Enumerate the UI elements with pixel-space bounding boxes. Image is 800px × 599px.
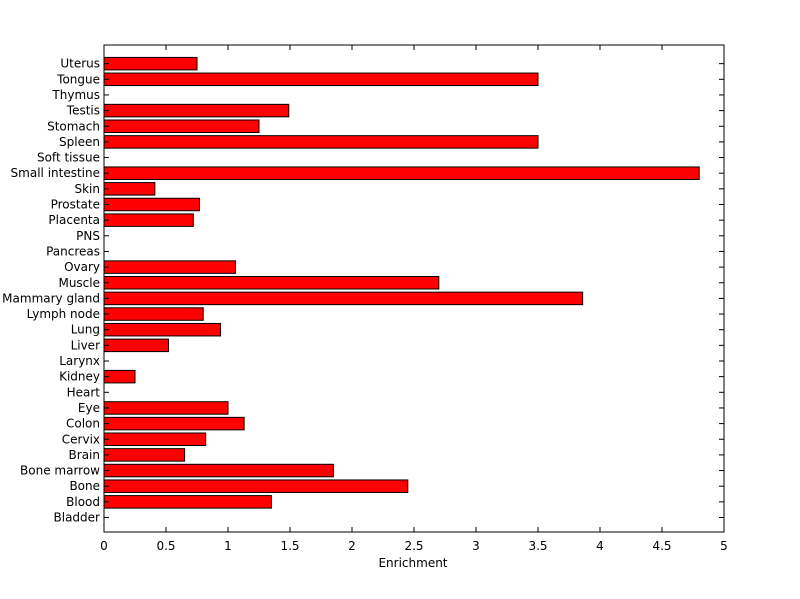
- x-tick-label: 1.5: [280, 539, 299, 553]
- bar-bone-marrow: [103, 463, 334, 478]
- x-tick-label: 4.5: [652, 539, 671, 553]
- bar-spleen: [103, 135, 539, 149]
- category-label-heart: Heart: [67, 385, 101, 399]
- category-label-muscle: Muscle: [58, 276, 100, 290]
- category-label-soft-tissue: Soft tissue: [37, 151, 100, 165]
- category-label-tongue: Tongue: [56, 72, 100, 86]
- x-tick-label: 1: [224, 539, 232, 553]
- category-label-testis: Testis: [66, 104, 100, 118]
- bar-stomach: [103, 119, 260, 133]
- category-label-liver: Liver: [71, 338, 101, 352]
- category-label-uterus: Uterus: [60, 57, 100, 71]
- ticks-group: [103, 45, 725, 532]
- category-label-mammary-gland: Mammary gland: [2, 291, 100, 305]
- category-label-kidney: Kidney: [59, 370, 100, 384]
- bar-colon: [103, 416, 245, 431]
- category-label-small-intestine: Small intestine: [11, 166, 100, 180]
- bar-testis: [103, 103, 290, 118]
- x-tick-label: 4: [596, 539, 604, 553]
- category-label-bladder: Bladder: [54, 511, 101, 525]
- bar-blood: [103, 495, 272, 509]
- category-label-bone-marrow: Bone marrow: [20, 464, 100, 478]
- category-label-thymus: Thymus: [51, 88, 100, 102]
- category-label-lung: Lung: [71, 323, 100, 337]
- category-label-eye: Eye: [78, 401, 100, 415]
- x-tick-label: 0.5: [156, 539, 175, 553]
- bar-muscle: [103, 276, 440, 290]
- x-tick-label: 0: [100, 539, 108, 553]
- category-label-spleen: Spleen: [59, 135, 100, 149]
- category-label-larynx: Larynx: [59, 354, 100, 368]
- x-tick-label: 2.5: [404, 539, 423, 553]
- bar-placenta: [103, 213, 194, 227]
- category-label-pancreas: Pancreas: [46, 244, 100, 258]
- category-label-placenta: Placenta: [48, 213, 100, 227]
- bar-tongue: [103, 72, 539, 87]
- x-tick-label: 5: [720, 539, 728, 553]
- category-label-stomach: Stomach: [47, 119, 100, 133]
- bar-lung: [103, 322, 222, 337]
- bar-mammary-gland: [103, 291, 584, 306]
- x-tick-label: 3.5: [528, 539, 547, 553]
- category-label-lymph-node: Lymph node: [27, 307, 100, 321]
- category-label-pns: PNS: [76, 229, 100, 243]
- bar-cervix: [103, 432, 207, 446]
- bar-uterus: [103, 56, 198, 71]
- category-label-blood: Blood: [66, 495, 100, 509]
- category-label-colon: Colon: [66, 417, 100, 431]
- x-tick-labels-group: 0 0.5 1 1.5 2 2.5 3 3.5 4 4.5 5: [100, 539, 728, 553]
- category-label-cervix: Cervix: [62, 432, 100, 446]
- category-label-ovary: Ovary: [64, 260, 100, 274]
- bar-bone: [103, 479, 409, 493]
- x-tick-label: 2: [348, 539, 356, 553]
- bar-lymph-node: [103, 307, 204, 321]
- category-label-bone: Bone: [69, 479, 100, 493]
- x-tick-label: 3: [472, 539, 480, 553]
- plot-frame: [103, 44, 725, 533]
- category-label-prostate: Prostate: [51, 198, 100, 212]
- bar-ovary: [103, 260, 236, 274]
- bar-brain: [103, 448, 186, 462]
- bar-prostate: [103, 197, 200, 212]
- bar-eye: [103, 401, 229, 415]
- category-label-brain: Brain: [69, 448, 100, 462]
- x-axis-title: Enrichment: [378, 556, 447, 570]
- bar-skin: [103, 182, 156, 196]
- bar-liver: [103, 338, 169, 353]
- bar-small-intestine: [103, 166, 700, 180]
- category-label-skin: Skin: [74, 182, 100, 196]
